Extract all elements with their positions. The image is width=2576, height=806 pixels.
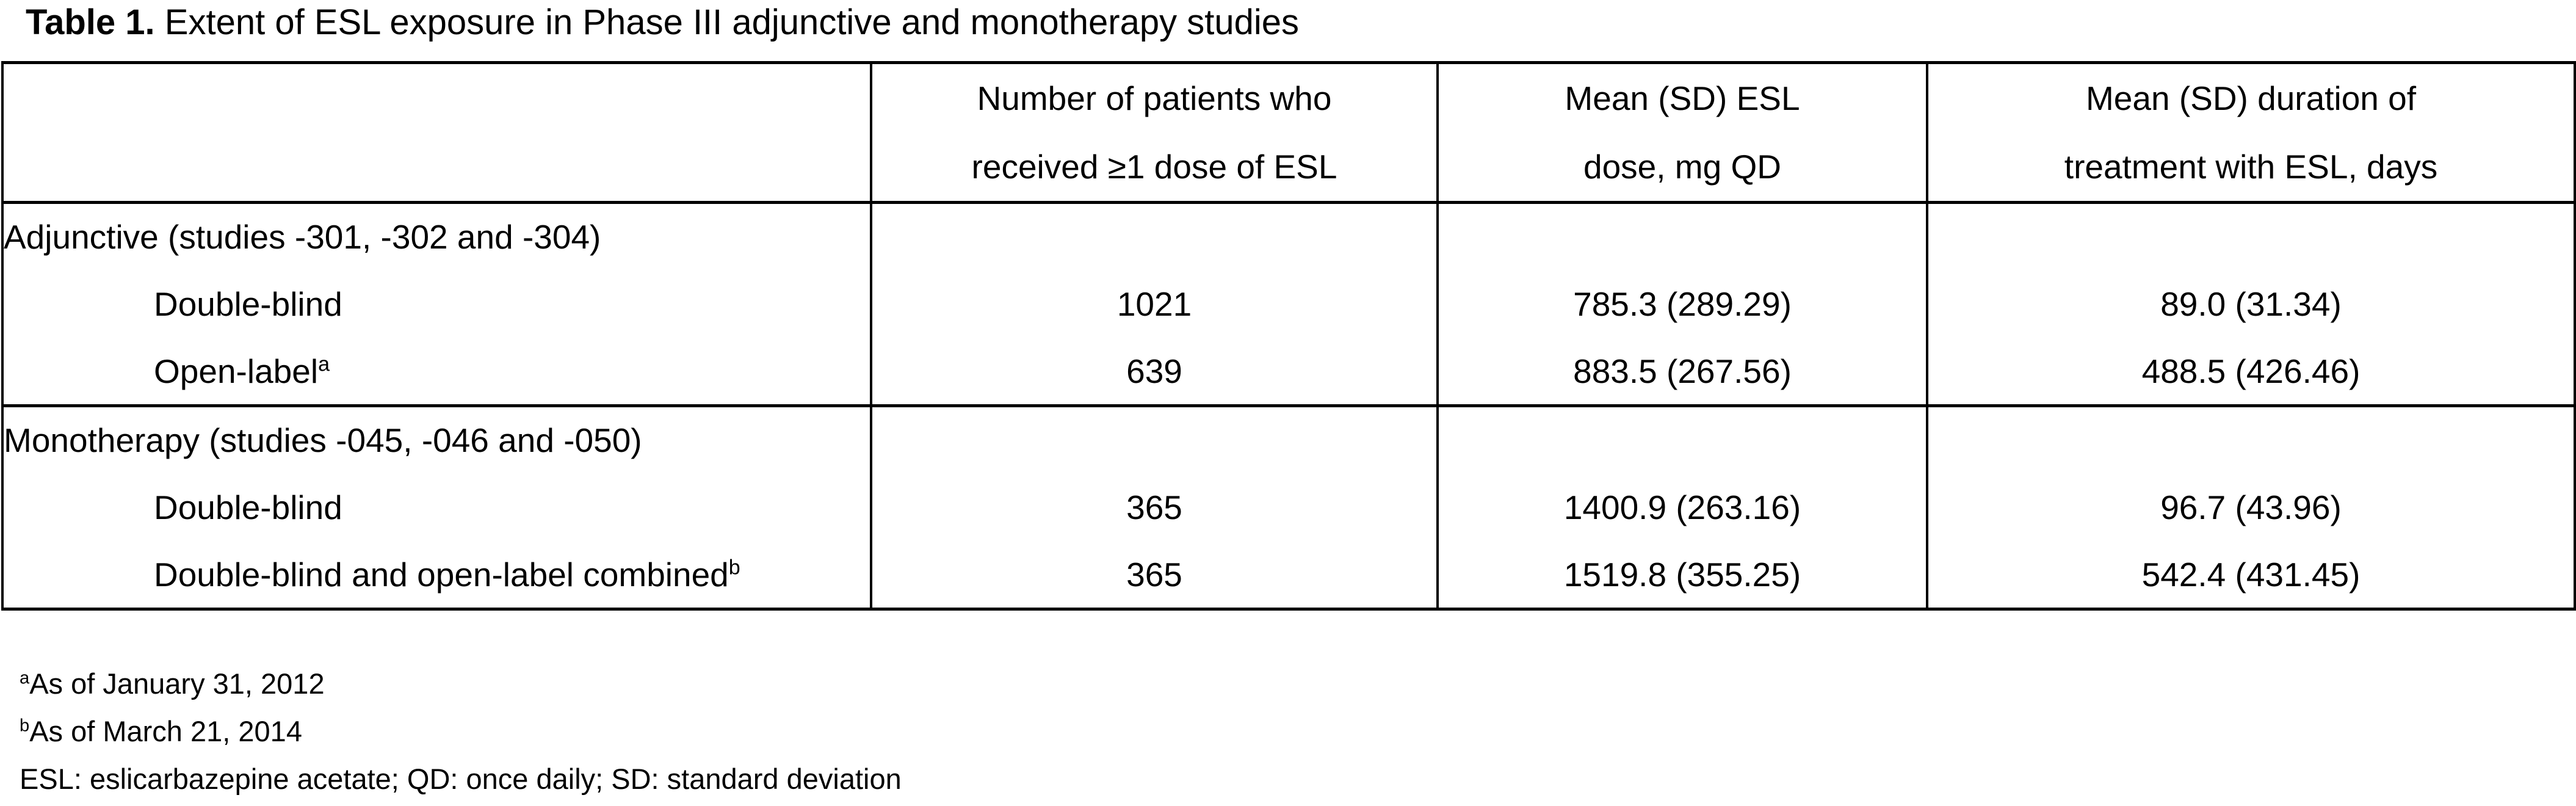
row-adjunctive-section: Adjunctive (studies -301, -302 and -304) — [1, 202, 2576, 270]
patients-cell: 1021 — [870, 270, 1439, 338]
duration-cell: 488.5 (426.46) — [1926, 338, 2576, 407]
row-label-cell: Open-labela — [1, 338, 872, 407]
row-label: Double-blind — [154, 488, 342, 526]
row-adjunctive-double-blind: Double-blind 1021 785.3 (289.29) 89.0 (3… — [1, 270, 2576, 338]
patients-cell: 365 — [870, 473, 1439, 542]
row-label: Adjunctive (studies -301, -302 and -304) — [4, 218, 601, 256]
row-label-cell: Double-blind and open-label combinedb — [1, 541, 872, 611]
header-row: Number of patients who received ≥1 dose … — [1, 61, 2576, 204]
footnote-a-superscript: a — [20, 668, 30, 688]
patients-cell: 639 — [870, 338, 1439, 407]
row-label-cell: Monotherapy (studies -045, -046 and -050… — [1, 405, 872, 474]
patients-cell — [870, 202, 1439, 270]
row-label-superscript: a — [318, 352, 330, 376]
table-title: Table 1. Extent of ESL exposure in Phase… — [26, 2, 1299, 43]
table-title-text: Extent of ESL exposure in Phase III adju… — [154, 2, 1299, 42]
col-header-duration-line1: Mean (SD) duration of — [2085, 79, 2417, 117]
row-label: Double-blind and open-label combined — [154, 555, 729, 594]
duration-cell: 89.0 (31.34) — [1926, 270, 2576, 338]
esl-exposure-table: Number of patients who received ≥1 dose … — [1, 61, 2576, 611]
footnote-b: bAs of March 21, 2014 — [20, 714, 302, 749]
row-label-cell: Double-blind — [1, 270, 872, 338]
row-label-cell: Adjunctive (studies -301, -302 and -304) — [1, 202, 872, 270]
col-header-patients-line2: received ≥1 dose of ESL — [971, 148, 1337, 186]
row-label: Monotherapy (studies -045, -046 and -050… — [4, 421, 642, 460]
dose-cell — [1436, 202, 1928, 270]
dose-cell: 1400.9 (263.16) — [1436, 473, 1928, 542]
dose-cell: 883.5 (267.56) — [1436, 338, 1928, 407]
dose-cell: 1519.8 (355.25) — [1436, 541, 1928, 611]
footnote-b-superscript: b — [20, 716, 30, 736]
table-title-number: Table 1. — [26, 2, 155, 42]
col-header-dose: Mean (SD) ESL dose, mg QD — [1436, 61, 1928, 204]
row-adjunctive-open-label: Open-labela 639 883.5 (267.56) 488.5 (42… — [1, 338, 2576, 407]
duration-cell: 96.7 (43.96) — [1926, 473, 2576, 542]
row-monotherapy-section: Monotherapy (studies -045, -046 and -050… — [1, 405, 2576, 474]
footnote-abbreviations: ESL: eslicarbazepine acetate; QD: once d… — [20, 762, 902, 796]
patients-cell: 365 — [870, 541, 1439, 611]
row-monotherapy-combined: Double-blind and open-label combinedb 36… — [1, 541, 2576, 611]
footnote-a-text: As of January 31, 2012 — [29, 667, 325, 700]
footnote-b-text: As of March 21, 2014 — [29, 715, 302, 747]
row-label-cell: Double-blind — [1, 473, 872, 542]
row-label-superscript: b — [728, 556, 740, 579]
dose-cell: 785.3 (289.29) — [1436, 270, 1928, 338]
duration-cell: 542.4 (431.45) — [1926, 541, 2576, 611]
col-header-duration-line2: treatment with ESL, days — [2064, 148, 2438, 186]
footnote-a: aAs of January 31, 2012 — [20, 667, 325, 701]
duration-cell — [1926, 202, 2576, 270]
col-header-dose-line2: dose, mg QD — [1583, 148, 1781, 186]
col-header-patients-line1: Number of patients who — [977, 79, 1332, 117]
row-label: Double-blind — [154, 285, 342, 323]
patients-cell — [870, 405, 1439, 474]
dose-cell — [1436, 405, 1928, 474]
col-header-dose-line1: Mean (SD) ESL — [1565, 79, 1800, 117]
col-header-patients: Number of patients who received ≥1 dose … — [870, 61, 1439, 204]
duration-cell — [1926, 405, 2576, 474]
row-label: Open-label — [154, 352, 319, 390]
col-header-duration: Mean (SD) duration of treatment with ESL… — [1926, 61, 2576, 204]
footnote-abbr-text: ESL: eslicarbazepine acetate; QD: once d… — [20, 763, 902, 795]
row-monotherapy-double-blind: Double-blind 365 1400.9 (263.16) 96.7 (4… — [1, 473, 2576, 542]
header-empty-cell — [1, 61, 872, 204]
